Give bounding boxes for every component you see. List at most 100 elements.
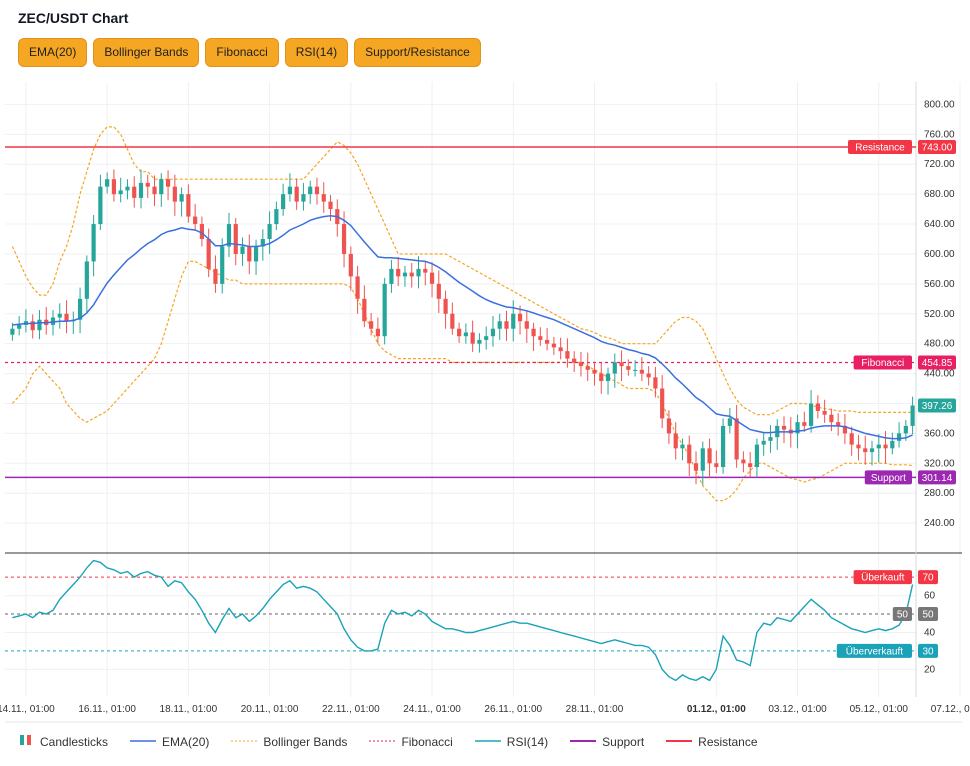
candle-body [206, 239, 211, 269]
time-tick-label: 26.11., 01:00 [484, 704, 542, 715]
support-line-swatch-icon [570, 735, 597, 749]
candle-body [504, 321, 509, 329]
candle-body [720, 425, 726, 468]
candle-body [423, 268, 428, 273]
legend-item-ema[interactable]: EMA(20) [130, 735, 209, 749]
candle-body [287, 186, 292, 195]
current-price-tag: 397.26 [918, 398, 956, 413]
candle-body [545, 339, 550, 344]
candle-body [572, 358, 577, 363]
candle-body [524, 321, 529, 329]
candle-body [57, 313, 62, 318]
candle-body [802, 422, 807, 426]
legend-item-resistance[interactable]: Resistance [666, 735, 758, 749]
candle-body [37, 319, 42, 331]
legend-item-rsi[interactable]: RSI(14) [474, 735, 548, 749]
candle-body [707, 448, 712, 464]
legend-label-candlesticks: Candlesticks [40, 734, 109, 749]
candle-body [727, 418, 732, 426]
candle-body [551, 343, 556, 348]
candle-body [111, 179, 117, 195]
candle-body [125, 186, 130, 191]
legend-item-support[interactable]: Support [570, 735, 644, 749]
candle-body [470, 332, 475, 344]
support-value-tag: 301.14 [918, 470, 956, 485]
candle-body [369, 321, 374, 329]
candle-body [734, 418, 739, 460]
candle-body [84, 261, 89, 299]
chart-legend: Candlesticks EMA(20) Bollinger Bands Fib… [18, 734, 780, 749]
rsi-tick-label: 40 [924, 627, 936, 638]
candle-body [193, 216, 198, 225]
candle-body [375, 328, 380, 337]
grid [5, 82, 961, 697]
candle-body [402, 272, 408, 277]
candle-body [328, 201, 333, 210]
price-tick-label: 440.00 [924, 369, 955, 380]
candle-body [599, 373, 604, 382]
rsi-overbought-value-tag: 70 [918, 570, 938, 585]
candle-body [869, 448, 875, 453]
price-tick-label: 680.00 [924, 189, 955, 200]
resistance-label-tag: Resistance [848, 140, 912, 155]
rsi-overbought-label-tag: Überkauft [853, 570, 912, 585]
candle-body [822, 410, 827, 415]
rsi-toggle-button[interactable]: RSI(14) [284, 38, 349, 67]
ema-toggle-button[interactable]: EMA(20) [18, 38, 88, 67]
candlesticks [10, 169, 915, 485]
resistance-line-swatch-icon [666, 735, 693, 749]
candle-body [700, 448, 705, 471]
candle-body [226, 224, 232, 247]
candle-body [220, 246, 225, 284]
ema-line [12, 215, 913, 440]
price-tick-label: 760.00 [924, 129, 955, 140]
candle-body [105, 179, 110, 187]
candle-body [274, 209, 279, 225]
time-tick-label: 07.12., 01:00 [931, 704, 970, 715]
candle-body [815, 403, 820, 411]
legend-item-candlesticks[interactable]: Candlesticks [18, 734, 108, 749]
candle-body [903, 425, 908, 434]
candle-body [768, 437, 773, 441]
candle-body [477, 339, 482, 344]
candle-body [531, 328, 536, 337]
candle-body [132, 186, 137, 198]
legend-item-fibonacci[interactable]: Fibonacci [369, 735, 453, 749]
candle-body [578, 362, 584, 367]
candle-body [260, 239, 265, 247]
candle-body [666, 418, 672, 434]
candle-body [308, 186, 313, 195]
price-tick-label: 240.00 [924, 518, 955, 529]
candle-body [98, 186, 103, 225]
candle-body [463, 332, 468, 337]
price-tick-label: 480.00 [924, 339, 955, 350]
candle-body [355, 276, 360, 299]
indicator-toolbar: EMA(20) Bollinger Bands Fibonacci RSI(14… [18, 38, 481, 67]
time-tick-label: 16.11., 01:00 [78, 704, 136, 715]
candle-body [639, 369, 644, 374]
legend-item-bollinger[interactable]: Bollinger Bands [231, 735, 347, 749]
candle-body [30, 321, 35, 331]
support-resistance-toggle-button[interactable]: Support/Resistance [354, 38, 481, 67]
svg-text:454.85: 454.85 [922, 358, 953, 369]
time-tick-label: 24.11., 01:00 [403, 704, 461, 715]
candle-body [233, 224, 238, 254]
candle-body [247, 246, 252, 262]
candle-body [863, 448, 868, 453]
svg-text:743.00: 743.00 [922, 143, 953, 154]
candle-body [842, 425, 848, 434]
candle-body [389, 268, 394, 284]
bollinger-toggle-button[interactable]: Bollinger Bands [93, 38, 200, 67]
candle-body [653, 377, 658, 389]
candle-body [754, 444, 760, 468]
candle-body [314, 186, 320, 195]
candle-body [741, 459, 746, 464]
fibonacci-toggle-button[interactable]: Fibonacci [205, 38, 279, 67]
bollinger-line-swatch-icon [231, 735, 258, 749]
candle-body [836, 422, 841, 426]
candle-body [585, 366, 590, 370]
chart-title: ZEC/USDT Chart [18, 10, 129, 26]
candle-body [829, 414, 834, 423]
candle-body [172, 186, 177, 202]
